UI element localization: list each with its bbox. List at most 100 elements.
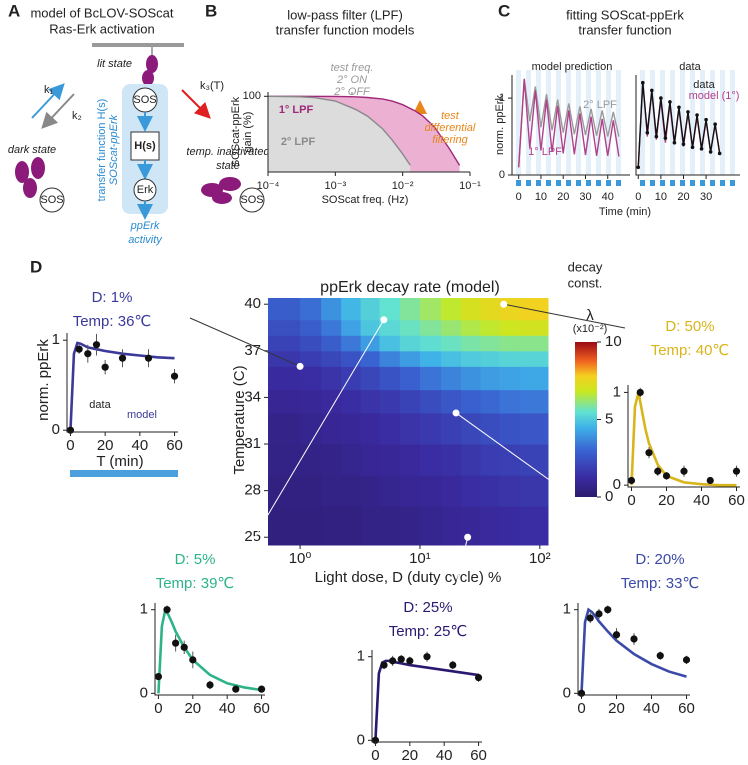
series-line: [517, 78, 620, 168]
heat-cell: [321, 366, 342, 391]
sos-node: [239, 187, 265, 213]
erk-label: Erk: [137, 184, 154, 196]
stim-stripe: [606, 70, 611, 175]
heat-cell: [321, 475, 342, 507]
x-tick-label: 40: [643, 700, 660, 717]
data-point: [681, 142, 686, 147]
connector: [454, 537, 469, 591]
stim-stripe: [516, 70, 521, 175]
lov-domain: [212, 192, 232, 204]
heat-cell: [480, 475, 500, 507]
heat-cell: [360, 412, 381, 445]
heat-cell: [321, 350, 342, 367]
data-point: [680, 467, 688, 475]
x-tick-label: 10²: [529, 550, 551, 567]
heat-cell: [268, 366, 301, 391]
series-line: [517, 78, 620, 168]
y-tick-label: 34: [244, 388, 261, 405]
x-tick-label: 40: [602, 191, 614, 203]
x-tick-label: 0: [627, 492, 635, 509]
data-point: [397, 655, 405, 663]
stim-stripe: [680, 70, 685, 175]
annotation: filtering: [432, 134, 468, 146]
heat-cell: [441, 444, 462, 476]
y-tick-label: 31: [244, 435, 261, 452]
heat-cell: [419, 475, 442, 507]
x-tick-label: 40: [436, 747, 453, 764]
sos-label: SOS: [240, 194, 263, 206]
stim-pulse: [720, 180, 725, 186]
annotation: 2° ON: [336, 74, 367, 86]
data-point: [704, 117, 708, 122]
heat-cell: [441, 319, 462, 336]
y-axis-label: gain (%): [242, 112, 254, 153]
lov-domain: [31, 157, 45, 179]
stim-stripe: [616, 70, 621, 175]
data-point: [732, 467, 741, 475]
heat-cell: [419, 335, 442, 352]
chart-subtitle: transfer function models: [276, 22, 415, 37]
heat-cell: [341, 350, 362, 367]
data-point: [612, 631, 621, 639]
heat-cell: [379, 444, 401, 476]
stim-stripe: [566, 70, 571, 175]
data-point: [163, 606, 171, 614]
heat-cell: [441, 506, 462, 546]
heat-cell: [499, 444, 521, 476]
x-tick-label: 10⁻²: [392, 180, 414, 192]
heat-cell: [441, 412, 462, 445]
data-point: [604, 606, 612, 614]
heat-cell: [268, 444, 301, 476]
heat-cell: [268, 475, 301, 507]
heat-cell: [499, 350, 521, 367]
heat-cell: [480, 506, 500, 546]
colorbar-title: const.: [568, 275, 603, 290]
data-point: [144, 354, 153, 362]
data-point: [423, 653, 431, 661]
heat-cell: [321, 444, 342, 476]
stim-pulse: [616, 180, 621, 186]
data-point: [713, 122, 717, 127]
y-tick-label: 0: [140, 684, 148, 701]
x-tick-label: 0: [371, 747, 379, 764]
x-tick-label: 60: [678, 700, 695, 717]
y-tick-label: 0: [357, 731, 365, 748]
series-label: 2° LPF: [583, 99, 617, 111]
heat-cell: [499, 335, 521, 352]
lov-domain: [146, 55, 158, 73]
x-tick-label: 40: [693, 492, 710, 509]
y-tick-label: 100: [243, 90, 261, 102]
heat-cell: [499, 366, 521, 391]
y-tick-label: 25: [244, 528, 261, 545]
state-label: lit state: [97, 58, 132, 70]
chart-title: D: 50%: [665, 318, 714, 335]
heat-cell: [360, 444, 381, 476]
data-point: [172, 639, 180, 647]
heat-cell: [519, 475, 549, 507]
heat-cell: [461, 366, 482, 391]
x-tick-label: 0: [635, 191, 641, 203]
connector: [189, 317, 301, 367]
heat-cell: [321, 298, 342, 321]
lov-domain: [23, 178, 37, 198]
data-point: [627, 476, 636, 485]
heat-cell: [399, 412, 421, 445]
stim-stripe: [730, 70, 735, 175]
heat-cell: [399, 444, 421, 476]
stim-pulse: [546, 180, 551, 186]
heat-cell: [300, 412, 322, 445]
panel-label: A: [8, 1, 20, 20]
heat-cell: [461, 475, 482, 507]
data-point: [640, 80, 645, 85]
heat-cell: [499, 506, 521, 546]
arrow: [41, 93, 75, 129]
x-tick-label: 10⁻¹: [459, 180, 481, 192]
heat-cell: [399, 389, 421, 414]
y-tick-label: 1: [357, 648, 365, 665]
x-tick-label: 20: [97, 437, 114, 454]
axis-line: [154, 603, 265, 696]
heat-cell: [519, 298, 549, 321]
colorbar-tick-label: 10: [605, 333, 622, 350]
heat-cell: [321, 412, 342, 445]
heat-cell: [441, 389, 462, 414]
